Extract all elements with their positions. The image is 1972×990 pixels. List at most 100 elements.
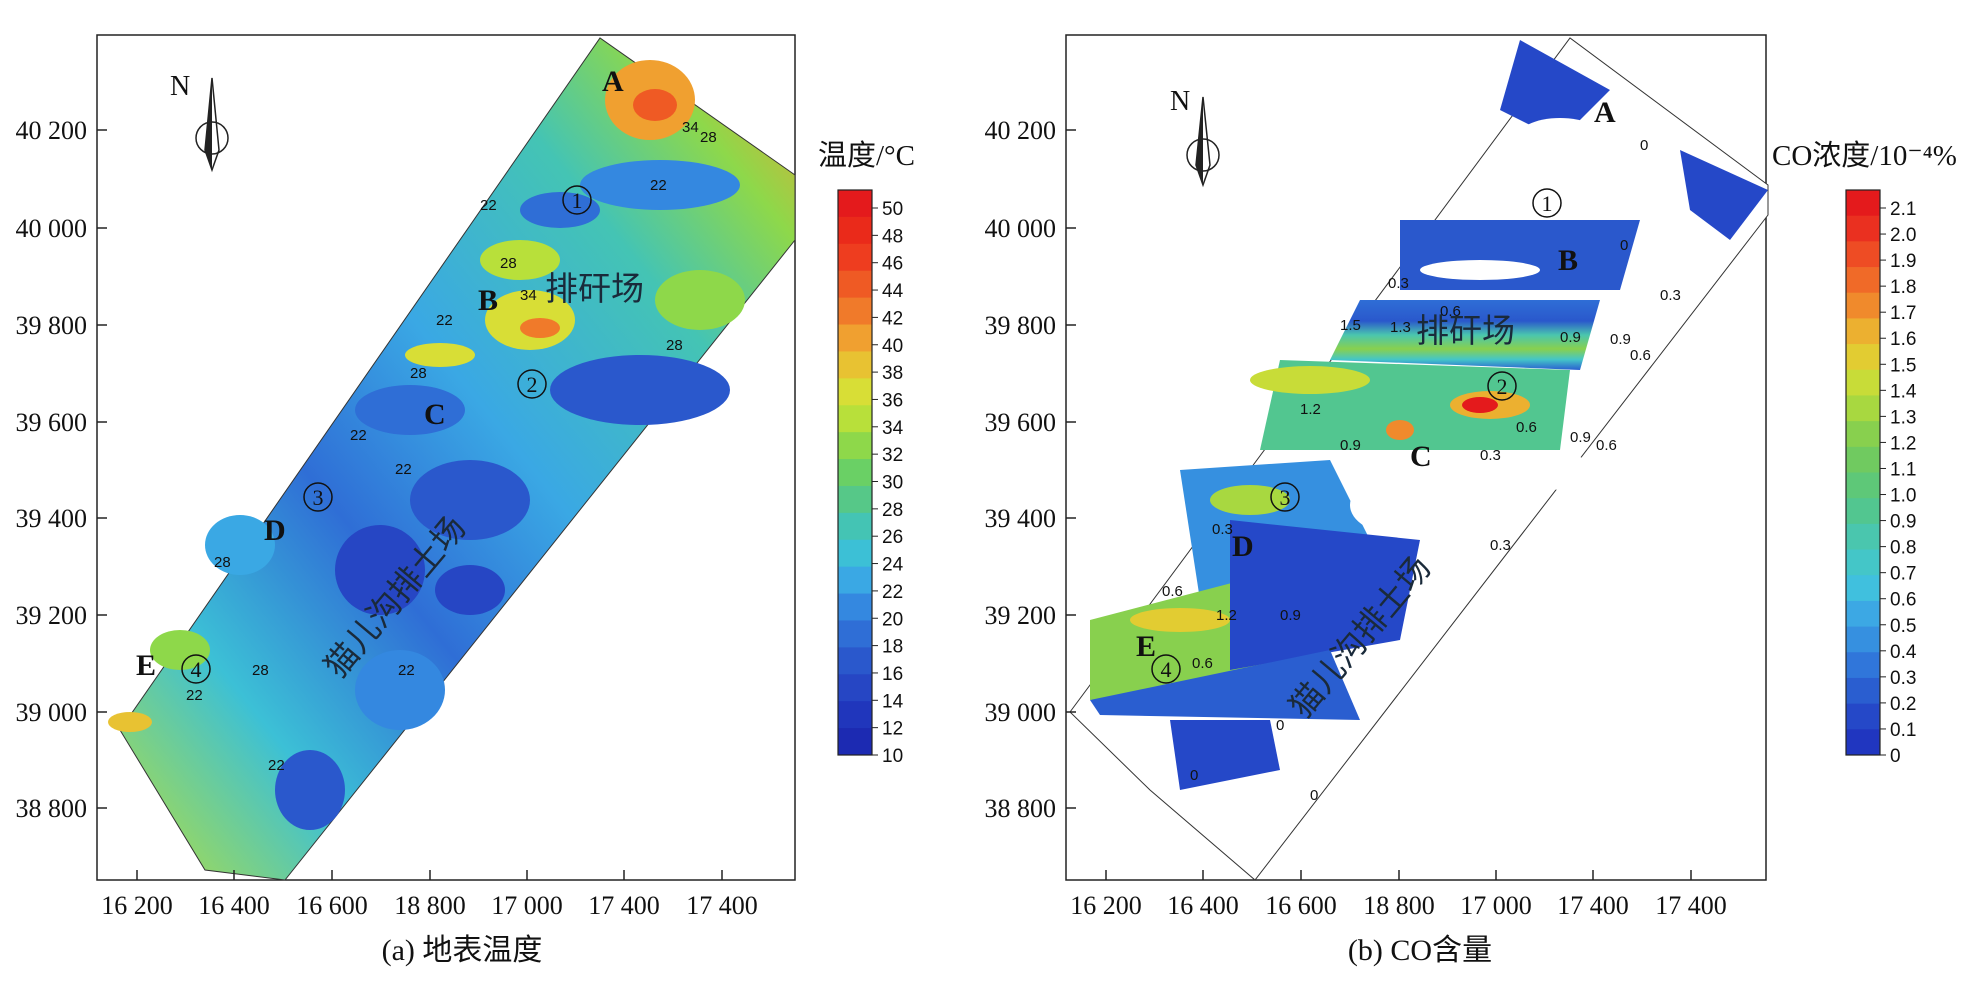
- y-tick-label: 38 800: [16, 794, 88, 823]
- colorbar-swatch: [838, 324, 872, 352]
- north-label-b: N: [1170, 86, 1190, 117]
- svg-text:0.3: 0.3: [1490, 537, 1511, 554]
- y-tick-label: 40 200: [16, 116, 88, 145]
- colorbar-swatch: [1846, 575, 1880, 602]
- svg-text:22: 22: [480, 197, 497, 214]
- colorbar-label: 30: [882, 473, 903, 494]
- colorbar-label: 1.3: [1890, 407, 1916, 428]
- colorbar-swatch: [838, 459, 872, 487]
- colorbar-label: 34: [882, 418, 904, 439]
- colorbar-swatch: [1846, 729, 1880, 756]
- svg-text:0.3: 0.3: [1660, 287, 1681, 304]
- svg-text:28: 28: [500, 255, 517, 272]
- colorbar-swatch: [1846, 190, 1880, 217]
- site-label-d-b: D: [1232, 530, 1254, 563]
- site-label-b-b: B: [1558, 244, 1578, 277]
- colorbar-swatch: [1846, 267, 1880, 294]
- x-tick-label: 16 400: [198, 891, 270, 920]
- colorbar-label: 0.9: [1890, 512, 1916, 533]
- colorbar-swatch: [838, 566, 872, 595]
- svg-text:22: 22: [186, 687, 203, 704]
- y-tick-label: 38 800: [985, 794, 1057, 823]
- colorbar-swatch: [838, 216, 872, 245]
- svg-text:22: 22: [650, 177, 667, 194]
- x-tick-label: 17 400: [1557, 891, 1629, 920]
- colorbar-swatch: [838, 647, 872, 675]
- colorbar-swatch: [1846, 498, 1880, 525]
- panel-b-frame: [1065, 34, 1767, 881]
- colorbar-label: 18: [882, 637, 903, 658]
- colorbar-swatch: [1846, 600, 1880, 628]
- colorbar-swatch: [838, 701, 872, 729]
- area-label-paiganchang: 排矸场: [545, 271, 644, 308]
- colorbar-swatch: [1846, 703, 1880, 730]
- north-arrow-b: N: [1170, 86, 1220, 188]
- colorbar-swatch: [1846, 626, 1880, 653]
- y-tick-label: 39 600: [985, 408, 1057, 437]
- colorbar-label: 1.4: [1890, 381, 1917, 402]
- svg-text:22: 22: [395, 461, 412, 478]
- colorbar-label: 1.5: [1890, 355, 1916, 376]
- svg-text:28: 28: [214, 554, 231, 571]
- y-axis-ticks-b: 40 200 40 000 39 800 39 600 39 400 39 200 39 0…: [985, 116, 1076, 823]
- y-tick-label: 39 400: [985, 504, 1057, 533]
- circled-marker-2-b: 2: [1487, 371, 1517, 401]
- site-label-a-b: A: [1594, 96, 1616, 129]
- y-axis-ticks-a: 40 200 40 000 39 800 39 600 39 400 39 200 39 0…: [16, 116, 107, 823]
- colorbar-label: 24: [882, 555, 904, 576]
- site-label-b: B: [478, 284, 498, 317]
- colorbar-label: 0.6: [1890, 590, 1916, 611]
- colorbar-label: 0.4: [1890, 642, 1917, 663]
- svg-text:0.9: 0.9: [1610, 331, 1631, 348]
- svg-text:1: 1: [572, 188, 583, 213]
- svg-text:28: 28: [410, 365, 427, 382]
- svg-text:0: 0: [1190, 767, 1198, 784]
- svg-text:4: 4: [1161, 657, 1172, 682]
- contour-labels-a: 34 28 22 22 28 34 22 28 28 22 22 28 28 2…: [186, 119, 717, 774]
- colorbar-label: 50: [882, 199, 903, 220]
- colorbar-swatch: [838, 270, 872, 299]
- colorbar-label: 22: [882, 582, 903, 603]
- x-tick-label: 16 600: [1265, 891, 1337, 920]
- svg-text:0.9: 0.9: [1570, 429, 1591, 446]
- circled-marker-2: 2: [517, 369, 547, 399]
- x-tick-label: 18 800: [1363, 891, 1435, 920]
- colorbar-label: 0.3: [1890, 668, 1916, 689]
- colorbar-swatch: [1846, 215, 1880, 242]
- svg-text:1: 1: [1542, 191, 1553, 216]
- y-tick-label: 39 200: [985, 601, 1057, 630]
- colorbar-b: 2.1 2.0 1.9 1.8 1.7 1.6 1.5 1.4 1.3 1.2 1.1 1.0 0.9 0…: [1845, 189, 1917, 767]
- site-label-c-b: C: [1410, 440, 1432, 473]
- circled-marker-4-b: 4: [1151, 654, 1181, 684]
- site-label-a: A: [602, 65, 624, 98]
- colorbar-swatch: [838, 405, 872, 433]
- y-tick-label: 39 200: [16, 601, 88, 630]
- colorbar-label: 1.7: [1890, 303, 1916, 324]
- colorbar-swatch: [1846, 446, 1880, 473]
- panel-a-frame: [96, 34, 796, 881]
- colorbar-swatch: [838, 485, 872, 514]
- colorbar-swatch: [1846, 549, 1880, 576]
- colorbar-title-a: 温度/°C: [818, 139, 915, 172]
- colorbar-swatch: [838, 674, 872, 702]
- colorbar-border: [837, 189, 873, 756]
- colorbar-label: 32: [882, 445, 903, 466]
- colorbar-label: 0: [1890, 746, 1901, 767]
- panel-a: N 40 200 40 000 39 800 39 600 39 400 39 200 39…: [16, 34, 915, 967]
- circled-marker-3-b: 3: [1270, 482, 1300, 512]
- colorbar-label: 1.0: [1890, 486, 1916, 507]
- svg-text:0.3: 0.3: [1388, 275, 1409, 292]
- svg-text:0.3: 0.3: [1212, 521, 1233, 538]
- y-tick-label: 39 000: [985, 698, 1057, 727]
- colorbar-label: 1.1: [1890, 459, 1916, 480]
- svg-text:0.9: 0.9: [1560, 329, 1581, 346]
- colorbar-label: 40: [882, 336, 903, 357]
- colorbar-a: 50 48 46 44 42 40 38 36 34 32 30 28 26 24 22 20 18 16 14 12…: [837, 189, 904, 767]
- colorbar-swatch: [838, 620, 872, 648]
- colorbar-label: 1.8: [1890, 277, 1916, 298]
- colorbar-label: 36: [882, 390, 903, 411]
- colorbar-swatch: [838, 539, 872, 568]
- y-tick-label: 39 000: [16, 698, 88, 727]
